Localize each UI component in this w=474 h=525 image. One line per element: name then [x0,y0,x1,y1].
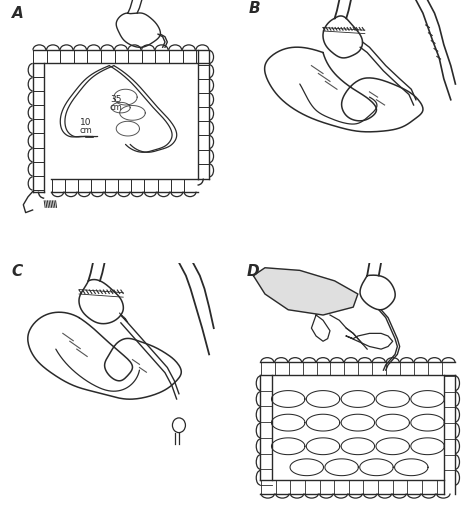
Text: B: B [249,1,260,16]
Text: A: A [12,6,23,22]
Polygon shape [253,268,358,315]
Text: cm: cm [80,125,92,134]
Text: C: C [12,264,23,279]
Text: 35: 35 [110,96,122,104]
Text: cm: cm [110,103,123,112]
Text: 10: 10 [80,118,92,127]
Text: D: D [246,264,259,279]
